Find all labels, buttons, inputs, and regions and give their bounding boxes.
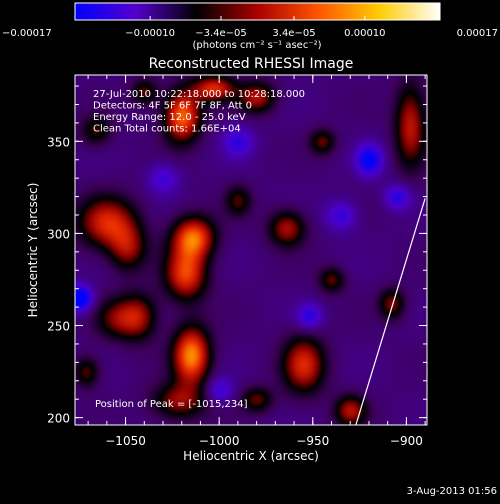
y-tick-label: 250 [47,320,70,334]
colorbar-tick-label: 0.00010 [344,28,385,39]
annotation-line: Detectors: 4F 5F 6F 7F 8F, Att 0 [93,101,252,112]
colorbar-tick-label: −0.00017 [2,28,52,39]
y-tick-label: 300 [47,227,70,241]
chart-title: Reconstructed RHESSI Image [149,56,354,72]
annotation-block: 27-Jul-2010 10:22:18.000 to 10:28:18.000… [93,89,305,135]
peak-position-label: Position of Peak = [-1015,234] [95,399,248,410]
heatmap-image [75,75,427,425]
x-tick-label: −900 [390,434,423,448]
annotation-line: Energy Range: 12.0 - 25.0 keV [93,112,246,123]
annotation-line: Clean Total counts: 1.66E+04 [93,124,241,135]
y-tick-label: 350 [47,135,70,149]
date-stamp: 3-Aug-2013 01:56 [407,486,497,497]
colorbar [74,2,441,21]
annotation-line: 27-Jul-2010 10:22:18.000 to 10:28:18.000 [93,89,305,100]
solar-limb-line [355,198,426,425]
y-tick-label: 200 [47,412,70,426]
colorbar-ticks: −0.00017 −0.00010 −3.4e−05 3.4e−05 0.00010 0.… [2,16,498,39]
colorbar-tick-label: −3.4e−05 [195,28,247,39]
heatmap-container [75,75,427,425]
colorbar-tick-label: 0.00017 [457,28,498,39]
colorbar-unit-label: (photons cm⁻² s⁻¹ asec⁻²) [192,40,321,51]
x-axis-ticks: −1050 −1000 −950 −900 [87,75,426,448]
y-axis-label: Heliocentric Y (arcsec) [26,183,40,318]
x-tick-label: −1050 [105,434,146,448]
x-axis-label: Heliocentric X (arcsec) [183,449,319,463]
plot-frame [74,74,428,426]
y-axis-ticks: 200 250 300 350 [47,85,427,426]
x-tick-label: −1000 [199,434,240,448]
colorbar-tick-label: −0.00010 [125,28,175,39]
x-tick-label: −950 [296,434,329,448]
colorbar-tick-label: 3.4e−05 [272,28,315,39]
